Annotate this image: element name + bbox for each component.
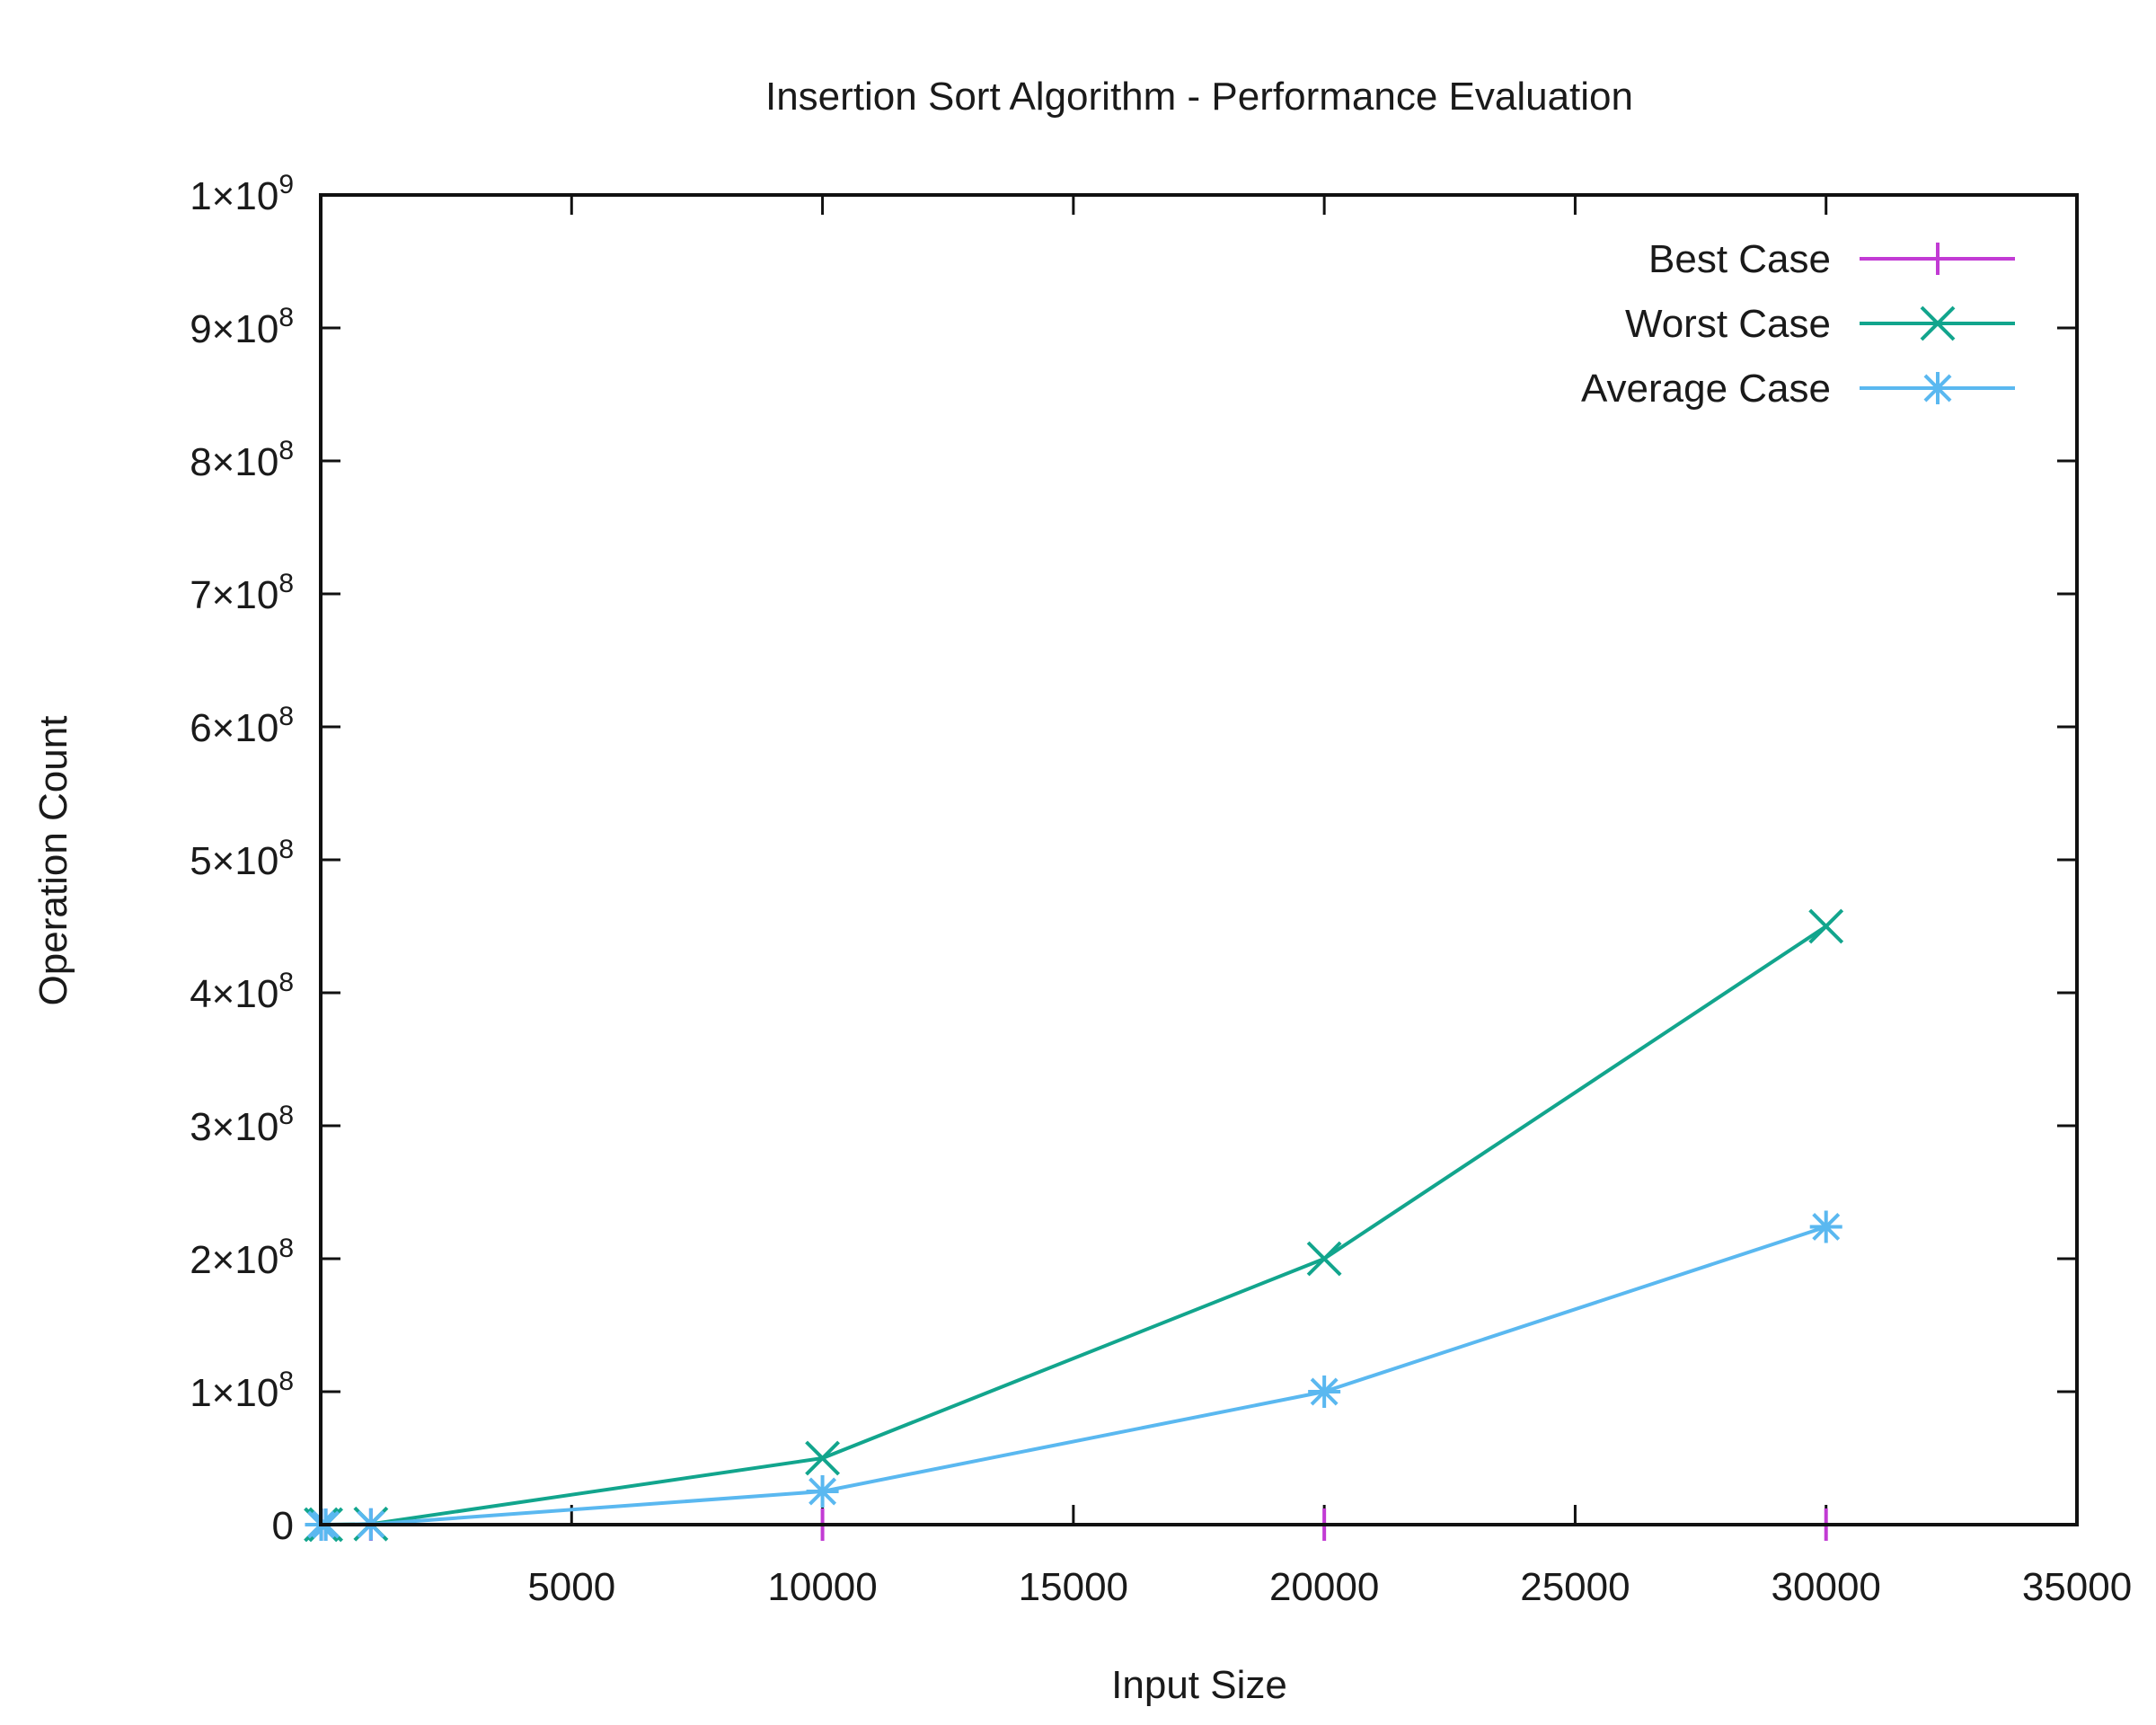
chart-title: Insertion Sort Algorithm - Performance E… [765, 75, 1633, 119]
y-tick-exponent: 8 [278, 1234, 294, 1263]
y-tick-label: 8×108 [190, 436, 294, 484]
data-point-cross [1306, 1241, 1342, 1277]
series-2 [305, 1210, 1842, 1541]
data-point-star [1922, 372, 1954, 404]
y-tick-exponent: 8 [278, 436, 294, 465]
x-tick-label: 15000 [1019, 1565, 1128, 1609]
series-1 [304, 908, 1844, 1543]
y-tick-label: 0 [272, 1504, 294, 1548]
series-line [321, 1225, 1827, 1526]
y-tick-label: 1×108 [190, 1367, 294, 1415]
x-tick-label: 5000 [527, 1565, 615, 1609]
y-tick-exponent: 9 [278, 170, 294, 199]
x-axis-title: Input Size [1111, 1663, 1287, 1707]
y-tick-exponent: 8 [278, 303, 294, 332]
series [304, 908, 1844, 1543]
data-point-star [806, 1475, 839, 1508]
y-tick-exponent: 8 [278, 835, 294, 864]
y-tick-mantissa: 1×10 [190, 1371, 278, 1415]
y-tick-exponent: 8 [278, 1367, 294, 1396]
x-tick-label: 25000 [1520, 1565, 1630, 1609]
y-tick-mantissa: 7×10 [190, 573, 278, 617]
legend: Best Case Worst Case Average Case [1581, 237, 2015, 411]
data-point-cross [1808, 908, 1844, 944]
y-tick-label: 1×109 [190, 170, 294, 218]
ticks: 5000 10000 15000 20000 25000 30000 3500001×108… [190, 170, 2132, 1609]
y-tick-label: 4×108 [190, 968, 294, 1016]
legend-label: Average Case [1581, 367, 1831, 411]
x-tick-label: 30000 [1772, 1565, 1881, 1609]
y-tick-exponent: 8 [278, 968, 294, 997]
y-tick-label: 9×108 [190, 303, 294, 351]
y-tick-exponent: 8 [278, 569, 294, 598]
legend-entry: Best Case [1648, 237, 2015, 281]
x-tick-label: 20000 [1269, 1565, 1379, 1609]
y-tick-exponent: 8 [278, 702, 294, 731]
y-tick-mantissa: 0 [272, 1504, 294, 1548]
plot-frame [319, 193, 2079, 1526]
data-point-cross [805, 1440, 840, 1476]
legend-entry: Worst Case [1625, 302, 2015, 346]
y-tick-label: 2×108 [190, 1234, 294, 1282]
x-tick-label: 10000 [767, 1565, 877, 1609]
y-tick-mantissa: 1×10 [190, 174, 278, 218]
y-tick-exponent: 8 [278, 1101, 294, 1130]
y-tick-label: 3×108 [190, 1101, 294, 1149]
y-tick-mantissa: 2×10 [190, 1238, 278, 1282]
y-tick-mantissa: 3×10 [190, 1105, 278, 1149]
y-tick-mantissa: 8×10 [190, 440, 278, 484]
data-point-cross [1920, 305, 1956, 341]
series-line [321, 924, 1827, 1526]
y-tick-mantissa: 9×10 [190, 307, 278, 351]
y-tick-mantissa: 6×10 [190, 706, 278, 750]
legend-label: Best Case [1648, 237, 1831, 281]
y-axis-title: Operation Count [31, 716, 75, 1006]
y-tick-label: 6×108 [190, 702, 294, 750]
y-tick-label: 7×108 [190, 569, 294, 617]
y-tick-label: 5×108 [190, 835, 294, 883]
data-point-star [1809, 1210, 1842, 1243]
legend-entry: Average Case [1581, 367, 2015, 411]
y-tick-mantissa: 4×10 [190, 972, 278, 1016]
legend-label: Worst Case [1625, 302, 1831, 346]
x-tick-label: 35000 [2022, 1565, 2132, 1609]
data-point-plus [1922, 243, 1954, 275]
y-tick-mantissa: 5×10 [190, 839, 278, 883]
data-point-star [1308, 1376, 1341, 1408]
